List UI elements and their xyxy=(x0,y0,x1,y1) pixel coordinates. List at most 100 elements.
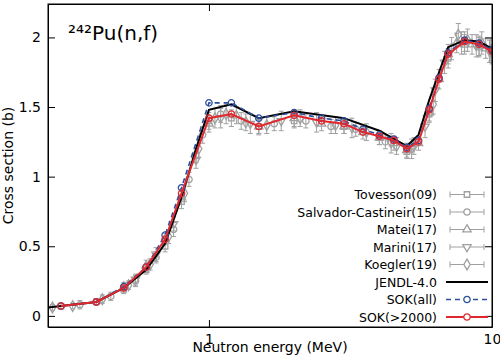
legend-label: Matei(17) xyxy=(377,222,437,237)
tick xyxy=(209,4,210,11)
x-axis-title: Neutron energy (MeV) xyxy=(192,339,347,355)
tick-mark xyxy=(48,177,55,178)
data-point xyxy=(93,299,99,305)
tick-label: 0.5 xyxy=(19,238,41,254)
data-point xyxy=(70,301,76,312)
tick-mark xyxy=(209,4,210,11)
data-point xyxy=(255,122,263,129)
data-point xyxy=(291,112,297,118)
series-2 xyxy=(120,32,490,291)
data-point xyxy=(143,264,149,270)
legend-error-cap xyxy=(450,227,451,233)
tick-label: 1 xyxy=(32,169,41,185)
data-point xyxy=(121,285,127,291)
data-point xyxy=(391,137,397,143)
y-axis: 0 0.5 1 1.5 2 xyxy=(19,5,55,328)
series-line xyxy=(48,40,492,307)
error-bar xyxy=(292,110,297,127)
legend-label: Salvador-Castineir(15) xyxy=(297,205,437,220)
tick-label: 0 xyxy=(32,308,41,324)
tick-mark xyxy=(48,316,55,317)
tick-label: 10 xyxy=(484,331,500,347)
chart-title: ²⁴²Pu(n,f) xyxy=(68,21,158,45)
tick: 1 xyxy=(32,169,55,185)
tick-mark xyxy=(48,246,55,247)
legend-label: Tovesson(09) xyxy=(353,187,437,202)
axis-line xyxy=(49,4,493,5)
error-bar xyxy=(272,117,277,131)
tick: 2 xyxy=(32,29,55,45)
data-point xyxy=(455,29,461,40)
data-point xyxy=(404,146,410,152)
legend-line xyxy=(446,281,488,283)
data-point xyxy=(228,100,234,106)
error-bar xyxy=(218,108,223,127)
legend-error-cap xyxy=(450,209,451,215)
legend-error-cap xyxy=(450,244,451,250)
legend-error-cap xyxy=(484,227,485,233)
tick-mark xyxy=(485,177,492,178)
data-point xyxy=(256,123,262,129)
legend-entry: SOK(>2000) xyxy=(359,310,488,325)
tick: 1.5 xyxy=(19,99,55,115)
data-point xyxy=(256,115,262,121)
data-point xyxy=(376,133,382,139)
legend-entry: JENDL-4.0 xyxy=(374,275,488,290)
legend-marker xyxy=(464,192,469,197)
axis-line xyxy=(49,327,493,328)
data-point xyxy=(341,121,347,127)
tick-mark xyxy=(485,246,492,247)
y-axis-right xyxy=(485,5,493,328)
legend-entry: Marini(17) xyxy=(373,240,484,255)
data-point xyxy=(58,303,64,309)
background xyxy=(0,0,500,359)
error-bar xyxy=(427,104,432,121)
legend-marker xyxy=(464,296,470,302)
legend-label: JENDL-4.0 xyxy=(374,275,437,290)
tick-mark xyxy=(209,320,210,327)
legend-label: Koegler(19) xyxy=(364,257,437,272)
data-point xyxy=(415,139,421,145)
legend-label: Marini(17) xyxy=(373,240,437,255)
legend-entry: Tovesson(09) xyxy=(353,187,484,202)
series-7 xyxy=(58,38,492,309)
tick-label: 2 xyxy=(32,29,41,45)
data-point xyxy=(360,129,366,135)
tick xyxy=(485,37,492,38)
legend-error-cap xyxy=(484,244,485,250)
legend-error-cap xyxy=(484,192,485,198)
legend-marker xyxy=(464,314,470,320)
series-3 xyxy=(131,32,492,285)
data-point xyxy=(476,41,482,47)
tick: 10 xyxy=(484,320,500,347)
legend-marker xyxy=(464,259,470,270)
legend-error-cap xyxy=(484,209,485,215)
legend-entry: SOK(all) xyxy=(387,292,488,307)
data-point xyxy=(318,118,324,124)
error-bar xyxy=(333,117,338,134)
tick-mark xyxy=(48,107,55,108)
tick-mark xyxy=(485,37,492,38)
legend-entry: Matei(17) xyxy=(377,222,484,237)
legend-entry: Koegler(19) xyxy=(364,257,484,272)
data-point xyxy=(206,100,212,106)
data-point xyxy=(206,115,212,121)
axis-line xyxy=(492,5,493,328)
legend-error-cap xyxy=(484,262,485,268)
tick-mark xyxy=(485,107,492,108)
legend-marker xyxy=(463,225,471,232)
legend: Tovesson(09) Salvador-Castineir(15) Matei(… xyxy=(297,187,488,325)
tick xyxy=(485,177,492,178)
data-point xyxy=(461,38,467,44)
series-line xyxy=(61,40,492,306)
tick xyxy=(485,246,492,247)
data-point xyxy=(228,111,234,117)
series-line xyxy=(61,42,492,307)
legend-label: SOK(all) xyxy=(387,292,437,307)
tick: 0 xyxy=(32,308,55,324)
error-bar xyxy=(404,143,409,157)
series-0 xyxy=(58,35,492,309)
legend-marker xyxy=(463,245,471,252)
series-5 xyxy=(48,40,492,307)
axis-line xyxy=(48,5,49,328)
